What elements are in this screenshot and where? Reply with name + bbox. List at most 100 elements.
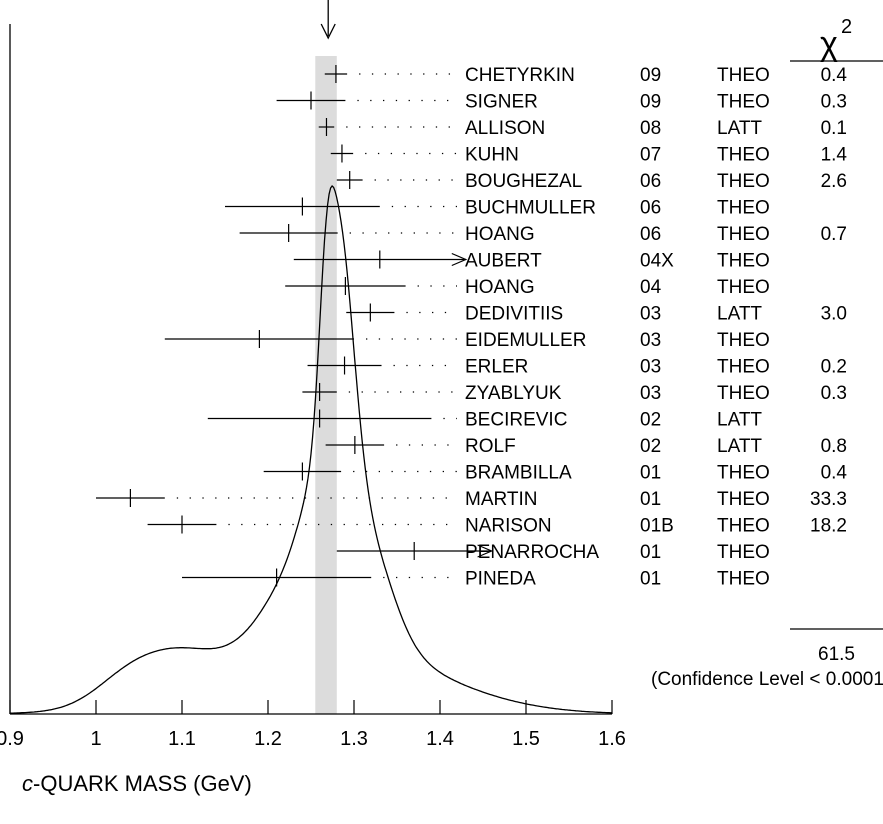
author-label: MARTIN [465, 489, 537, 510]
x-tick-label: 1 [90, 728, 101, 750]
chi2-value: 18.2 [810, 516, 847, 537]
measurement-row: NARISON 01B THEO 18.2 [147, 515, 847, 537]
year-label: 03 [640, 383, 661, 404]
year-label: 03 [640, 330, 661, 351]
x-axis-title-italic: c [22, 771, 33, 796]
measurement-row: BOUGHEZAL 06 THEO 2.6 [336, 171, 847, 192]
year-label: 02 [640, 410, 661, 431]
chi2-value: 0.3 [821, 92, 847, 113]
year-label: 09 [640, 65, 661, 86]
measurement-row: DEDIVITIIS 03 LATT 3.0 [346, 303, 847, 325]
year-label: 08 [640, 118, 661, 139]
measurement-row: SIGNER 09 THEO 0.3 [276, 91, 847, 113]
technique-label: THEO [717, 489, 770, 510]
year-label: 06 [640, 224, 661, 245]
author-label: BOUGHEZAL [465, 171, 582, 192]
measurement-row: ROLF 02 LATT 0.8 [325, 436, 847, 457]
measurement-row: EIDEMULLER 03 THEO [164, 330, 770, 351]
technique-label: THEO [717, 330, 770, 351]
author-label: ERLER [465, 357, 528, 378]
author-label: ROLF [465, 436, 516, 457]
measurement-row: AUBERT 04X THEO [293, 250, 770, 272]
author-label: PINEDA [465, 569, 536, 590]
x-axis-title: c-QUARK MASS (GeV) [22, 771, 252, 796]
ideogram-curve [9, 185, 612, 714]
year-label: 01 [640, 542, 661, 563]
measurement-row: BRAMBILLA 01 THEO 0.4 [263, 462, 847, 484]
author-label: BRAMBILLA [465, 463, 572, 484]
measurement-row: HOANG 04 THEO [285, 277, 770, 298]
technique-label: THEO [717, 224, 770, 245]
chi2-value: 0.4 [821, 65, 848, 86]
author-label: PENARROCHA [465, 542, 599, 563]
author-label: HOANG [465, 224, 535, 245]
x-axis-title-rest: -QUARK MASS (GeV) [33, 771, 252, 796]
measurement-row: KUHN 07 THEO 1.4 [330, 144, 848, 166]
confidence-level: (Confidence Level < 0.0001) [651, 669, 883, 690]
year-label: 03 [640, 357, 661, 378]
technique-label: LATT [717, 118, 762, 139]
technique-label: THEO [717, 357, 770, 378]
chi2-value: 0.1 [821, 118, 847, 139]
technique-label: THEO [717, 171, 770, 192]
x-tick-label: 1.1 [168, 728, 196, 750]
year-label: 07 [640, 145, 661, 166]
measurement-row: MARTIN 01 THEO 33.3 [96, 489, 847, 510]
technique-label: LATT [717, 436, 762, 457]
year-label: 03 [640, 304, 661, 325]
chi2-header-superscript: 2 [841, 16, 852, 38]
chi2-value: 3.0 [821, 304, 847, 325]
author-label: SIGNER [465, 92, 538, 113]
author-label: CHETYRKIN [465, 65, 575, 86]
chi2-value: 0.7 [821, 224, 847, 245]
x-tick-label: 1.2 [254, 728, 282, 750]
year-label: 01 [640, 569, 661, 590]
year-label: 01B [640, 516, 674, 537]
total-chi2: 61.5 [818, 644, 855, 665]
author-label: KUHN [465, 145, 519, 166]
chi2-value: 0.8 [821, 436, 847, 457]
ideogram-curve-layer [9, 185, 612, 714]
author-label: HOANG [465, 277, 535, 298]
arrow-head [477, 544, 494, 558]
year-label: 01 [640, 489, 661, 510]
year-label: 02 [640, 436, 661, 457]
x-tick-label: 1.5 [512, 728, 540, 750]
year-label: 09 [640, 92, 661, 113]
technique-label: THEO [717, 542, 770, 563]
measurement-row: ZYABLYUK 03 THEO 0.3 [302, 383, 847, 404]
technique-label: THEO [717, 198, 770, 219]
x-axis: 0.9 1 1.1 1.2 1.3 1.4 1.5 1.6 [0, 24, 626, 750]
chi2-column: χ 2 61.5 (Confidence Level < 0.0001) [651, 16, 883, 690]
year-label: 01 [640, 463, 661, 484]
chi2-value: 0.2 [821, 357, 847, 378]
measurement-row: CHETYRKIN 09 THEO 0.4 [324, 65, 848, 86]
technique-label: LATT [717, 410, 762, 431]
technique-label: THEO [717, 277, 770, 298]
author-label: BECIREVIC [465, 410, 567, 431]
x-tick-label: 1.6 [598, 728, 626, 750]
x-tick-label: 1.3 [340, 728, 368, 750]
x-tick-label: 0.9 [0, 728, 24, 750]
author-label: AUBERT [465, 251, 542, 272]
author-label: DEDIVITIIS [465, 304, 563, 325]
author-label: ZYABLYUK [465, 383, 562, 404]
measurement-row: PENARROCHA 01 THEO [336, 542, 770, 563]
chi2-header: χ [820, 25, 838, 63]
measurement-row: HOANG 06 THEO 0.7 [239, 224, 847, 245]
technique-label: THEO [717, 516, 770, 537]
author-label: EIDEMULLER [465, 330, 586, 351]
year-label: 04X [640, 251, 674, 272]
measurement-row: BECIREVIC 02 LATT [207, 409, 762, 431]
chi2-value: 2.6 [821, 171, 847, 192]
average-arrow-head [320, 23, 336, 40]
technique-label: THEO [717, 569, 770, 590]
author-label: BUCHMULLER [465, 198, 596, 219]
technique-label: THEO [717, 383, 770, 404]
year-label: 06 [640, 198, 661, 219]
technique-label: THEO [717, 463, 770, 484]
year-label: 04 [640, 277, 662, 298]
chi2-value: 1.4 [821, 145, 848, 166]
author-label: NARISON [465, 516, 552, 537]
